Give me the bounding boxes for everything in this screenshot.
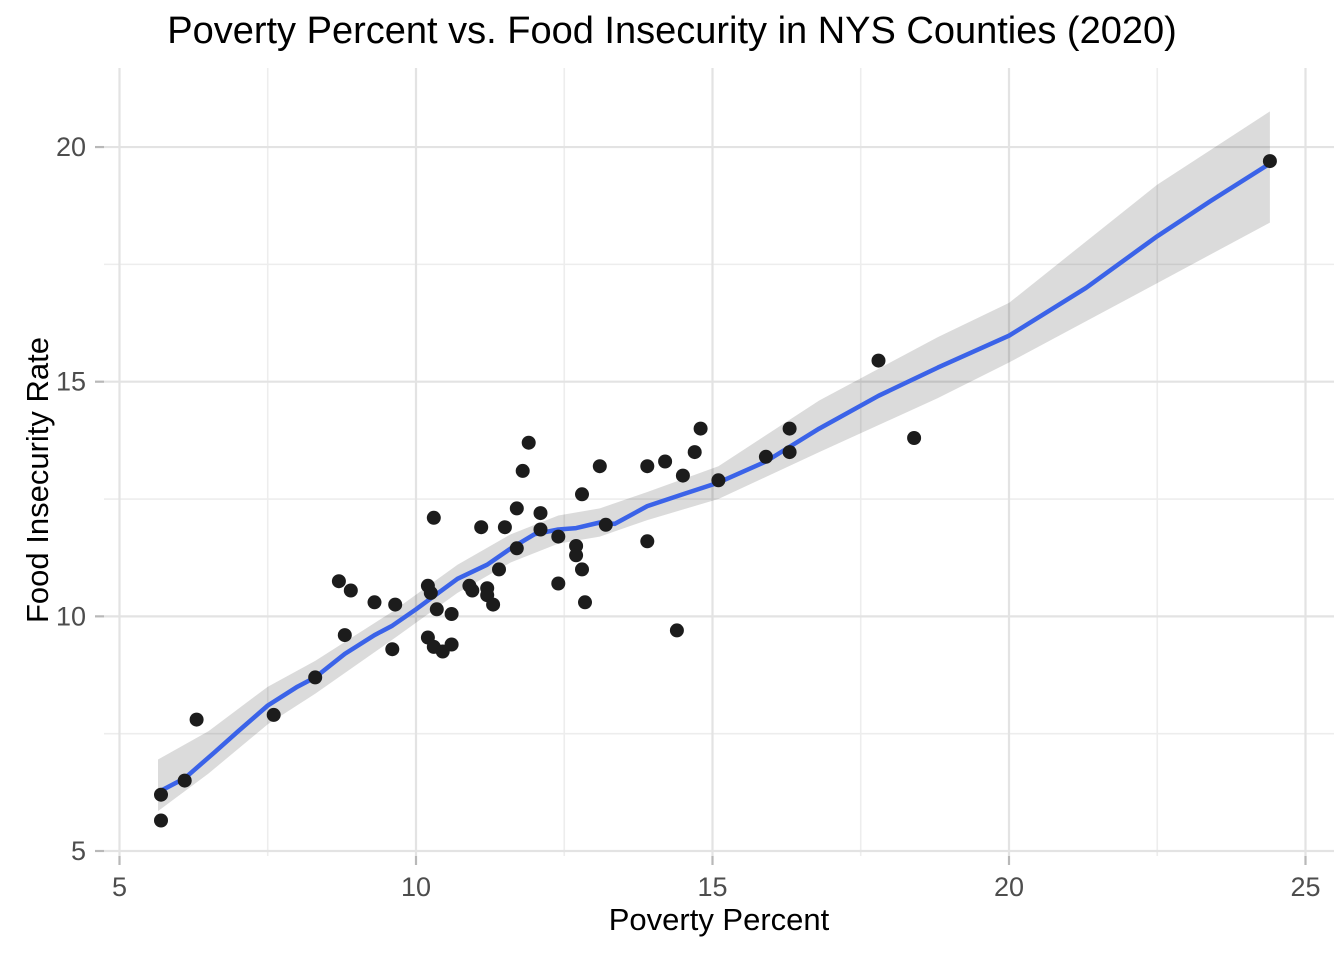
data-point (423, 585, 438, 600)
data-point (687, 445, 702, 460)
data-point (907, 431, 922, 445)
data-point (266, 707, 281, 722)
data-point (331, 574, 346, 589)
data-point (782, 445, 797, 460)
data-point (575, 487, 589, 502)
data-point (509, 541, 524, 556)
y-tick-label: 5 (71, 836, 86, 866)
data-point (444, 607, 459, 621)
data-point (675, 468, 690, 483)
data-point (189, 712, 204, 727)
data-point (640, 459, 655, 474)
data-point (640, 534, 655, 549)
data-point (429, 602, 444, 617)
data-point (711, 473, 726, 488)
x-tick-label: 25 (1290, 872, 1320, 902)
data-point (444, 637, 459, 652)
data-point (486, 597, 501, 612)
x-tick-label: 20 (994, 872, 1024, 902)
data-point (426, 510, 441, 525)
data-point (492, 562, 506, 577)
data-point (592, 459, 607, 474)
smooth-trend-line (155, 161, 1273, 795)
confidence-ribbon (158, 111, 1270, 812)
data-point (758, 449, 773, 464)
data-point (509, 501, 524, 516)
data-point (388, 597, 403, 612)
y-tick-label: 20 (56, 132, 86, 162)
data-point (871, 353, 886, 368)
data-point (154, 787, 168, 802)
data-point (578, 595, 592, 610)
data-point (669, 623, 684, 638)
x-tick-label: 10 (401, 872, 431, 902)
data-point (385, 642, 400, 657)
data-point (551, 529, 566, 544)
data-point (533, 506, 548, 521)
data-point (693, 421, 708, 436)
data-point (497, 520, 512, 535)
data-point (177, 773, 192, 788)
data-point (782, 421, 797, 436)
x-tick-label: 5 (112, 872, 127, 902)
y-tick-label: 10 (56, 601, 86, 631)
data-point (308, 670, 323, 685)
data-point (569, 548, 584, 563)
y-tick-label: 15 (56, 367, 86, 397)
data-point (533, 522, 548, 537)
chart-title: Poverty Percent vs. Food Insecurity in N… (167, 10, 1177, 52)
data-point (575, 562, 589, 577)
data-point (521, 435, 536, 450)
data-point (658, 454, 673, 469)
data-point (598, 517, 613, 532)
data-point (551, 576, 566, 591)
x-axis-title: Poverty Percent (608, 902, 830, 937)
data-point (154, 813, 168, 828)
data-point (1262, 154, 1277, 169)
data-point (343, 583, 358, 598)
x-tick-label: 15 (697, 872, 727, 902)
data-point (474, 520, 489, 535)
data-point (465, 583, 480, 598)
data-point (515, 463, 530, 478)
data-point (367, 595, 382, 610)
data-point (337, 628, 352, 643)
